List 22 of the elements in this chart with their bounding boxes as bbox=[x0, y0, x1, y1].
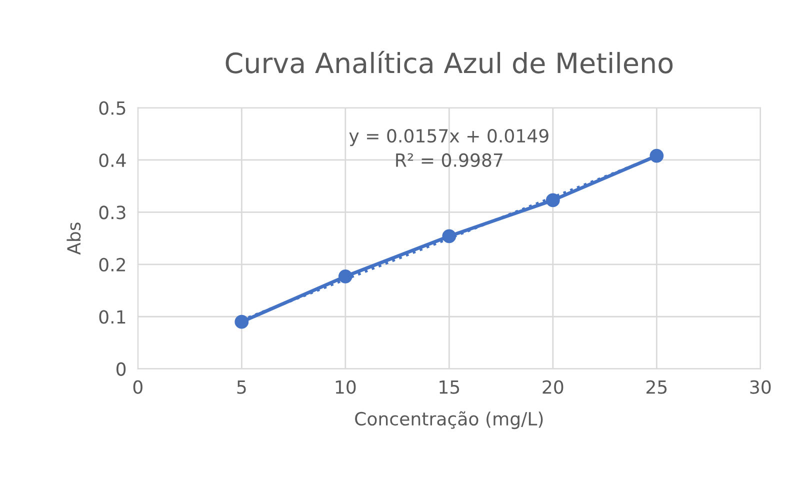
x-tick-label: 0 bbox=[133, 380, 142, 394]
x-tick-label: 5 bbox=[237, 380, 246, 394]
annotation: y = 0.0157x + 0.0149 R² = 0.9987 bbox=[349, 128, 548, 167]
x-tick-label: 15 bbox=[440, 380, 460, 394]
y-tick-label: 0 bbox=[116, 362, 126, 376]
chart-title: Curva Analítica Azul de Metileno bbox=[226, 50, 673, 74]
point bbox=[442, 229, 456, 244]
point bbox=[338, 269, 352, 284]
x-tick-label: 30 bbox=[750, 380, 771, 394]
x-tick-label: 20 bbox=[542, 380, 564, 394]
y-tick-label: 0.2 bbox=[99, 258, 125, 272]
y-tick-label: 0.3 bbox=[99, 206, 126, 220]
point bbox=[234, 314, 249, 329]
y-tick-label: 0.1 bbox=[99, 310, 126, 324]
y-tick-label: 0.5 bbox=[99, 101, 126, 115]
x-axis-title: Concentração (mg/L) bbox=[355, 411, 543, 430]
point bbox=[650, 148, 664, 163]
x-tick-label: 10 bbox=[336, 380, 356, 394]
x-tick-label: 25 bbox=[646, 380, 667, 394]
point bbox=[546, 193, 560, 208]
y-axis-title: Abs bbox=[66, 222, 81, 255]
y-tick-label: 0.4 bbox=[99, 153, 126, 168]
